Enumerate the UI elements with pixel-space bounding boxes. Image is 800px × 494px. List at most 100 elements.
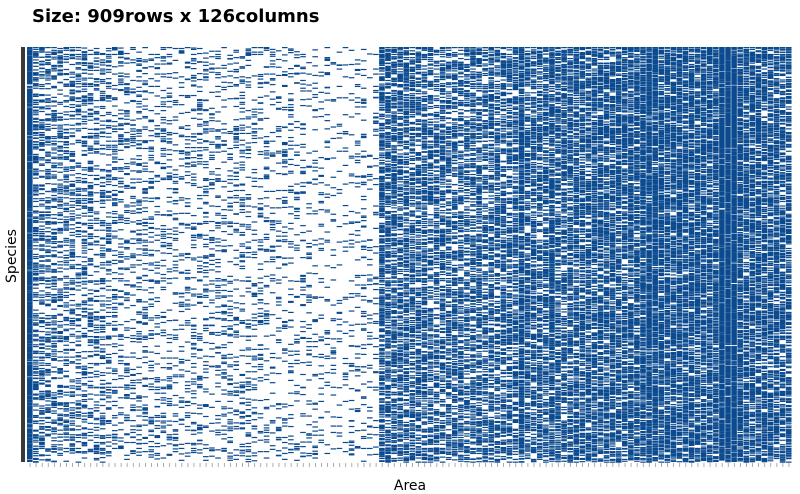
matrix-cell [190,324,197,326]
matrix-cell [209,333,215,335]
matrix-cell [136,70,142,72]
matrix-cell [105,226,112,229]
matrix-cell [33,294,39,296]
matrix-cell [148,422,155,424]
matrix-cell [75,230,82,232]
matrix-cell [93,394,100,396]
matrix-cell [57,57,63,59]
matrix-cell [39,232,45,235]
matrix-cell [118,78,124,80]
matrix-cell [93,441,100,444]
matrix-cell [27,364,33,377]
matrix-cell [154,134,161,136]
matrix-cell [33,461,39,463]
matrix-cell [203,296,209,298]
matrix-cell [81,181,88,183]
matrix-cell [251,285,258,287]
matrix-cell [124,241,130,243]
matrix-cell [148,269,155,271]
matrix-cell [63,157,70,159]
matrix-cell [51,188,57,190]
matrix-cell [178,346,185,348]
matrix-cell [239,450,246,452]
matrix-cell [75,49,82,51]
matrix-cell [312,166,318,168]
matrix-cell [99,392,106,394]
matrix-cell [148,85,155,88]
matrix-cell [227,441,233,444]
matrix-cell [57,295,63,298]
matrix-cell [354,159,361,161]
matrix-cell [263,82,270,84]
matrix-cell [148,264,155,266]
matrix-cell [93,222,100,224]
matrix-cell [87,222,94,224]
matrix-cell [63,144,70,146]
matrix-cell [166,153,173,156]
matrix-cell [51,331,57,333]
matrix-cell [93,457,100,460]
matrix-cell [348,246,355,248]
matrix-cell [306,252,312,254]
matrix-cell [275,298,282,300]
matrix-cell [112,370,118,372]
matrix-cell [118,57,124,59]
matrix-cell [221,310,227,313]
matrix-cell [269,245,276,247]
matrix-cell [233,98,240,100]
matrix-cell [51,119,57,121]
matrix-cell [221,376,227,378]
matrix-cell [99,315,106,318]
matrix-cell [87,167,94,170]
matrix-cell [112,48,118,50]
matrix-cell [245,49,252,51]
matrix-cell [197,133,203,135]
matrix-cell [39,411,45,413]
matrix-cell [342,215,349,217]
matrix-cell [251,388,258,391]
matrix-cell [63,356,70,358]
matrix-cell [33,173,39,175]
matrix-cell [154,386,161,388]
matrix-cell [227,261,233,263]
matrix-cell [142,338,148,340]
matrix-cell [154,67,161,69]
matrix-cell [282,126,288,129]
matrix-cell [190,74,197,77]
matrix-cell [27,333,33,335]
matrix-cell [118,50,124,52]
matrix-cell [124,258,130,260]
matrix-cell [81,336,88,338]
matrix-cell [33,69,39,71]
matrix-cell [203,404,209,407]
matrix-cell [190,235,197,237]
matrix-cell [239,204,246,206]
matrix-cell [45,354,51,356]
matrix-cell [312,82,318,84]
matrix-cell [33,109,39,111]
matrix-cell [118,83,124,86]
matrix-cell [269,405,276,407]
matrix-cell [81,252,88,254]
matrix-cell [130,450,136,452]
matrix-cell [81,304,88,306]
matrix-cell [306,441,312,443]
matrix-cell [63,340,70,342]
matrix-cell [239,245,246,247]
matrix-cell [112,391,118,393]
matrix-cell [51,177,57,179]
matrix-cell [269,155,276,157]
matrix-cell [330,431,337,434]
matrix-cell [300,128,306,130]
matrix-cell [227,379,233,381]
matrix-cell [233,51,240,53]
matrix-cell [282,441,288,444]
matrix-cell [197,383,203,386]
matrix-cell [99,328,106,330]
matrix-cell [221,223,227,225]
matrix-cell [27,107,33,109]
matrix-cell [160,431,167,434]
matrix-cell [245,197,252,199]
matrix-cell [142,279,148,282]
matrix-cell [197,142,203,144]
